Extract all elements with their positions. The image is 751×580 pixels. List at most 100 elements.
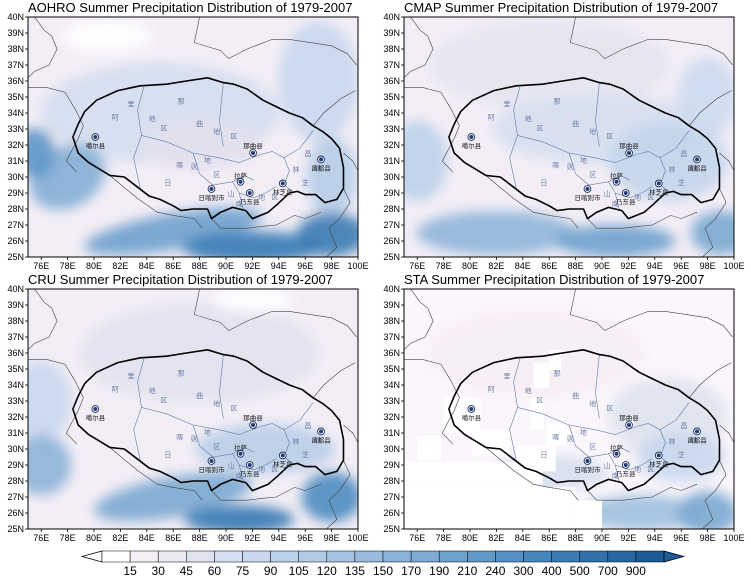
city-label: 拉萨 <box>610 171 624 180</box>
latitude-tick-label: 36N <box>7 348 24 358</box>
region-label-char: 阿 <box>112 112 119 121</box>
region-label-char: 山 <box>228 461 235 470</box>
region-label-char: 林 <box>292 165 299 174</box>
latitude-tick-label: 29N <box>383 460 400 470</box>
region-label-char: 地 <box>149 114 156 123</box>
region-label-char: 区 <box>647 465 654 473</box>
city-label: 日喀则市 <box>574 465 601 474</box>
longitude-tick-label: 82E <box>488 261 504 271</box>
latitude-tick-label: 36N <box>383 348 400 358</box>
latitude-tick-label: 38N <box>7 316 24 326</box>
city-marker <box>236 177 245 186</box>
latitude-tick-label: 40N <box>7 284 24 294</box>
city-label: 林芝县 <box>649 187 669 196</box>
latitude-tick-label: 33N <box>383 124 400 134</box>
colorbar-swatch <box>635 550 665 563</box>
region-label-char: 山 <box>604 189 611 198</box>
latitude-tick-label: 34N <box>383 108 400 118</box>
region-label-char: 阿 <box>488 384 495 393</box>
colorbar-label: 60 <box>208 564 222 578</box>
latitude-tick-label: 31N <box>7 156 24 166</box>
city-label: 日喀则市 <box>198 465 225 474</box>
latitude-tick-label: 37N <box>7 60 24 70</box>
region-label-char: 芝 <box>678 450 685 459</box>
panel-title: STA Summer Precipitation Distribution of… <box>404 272 705 287</box>
map-figure: 阿里地区那曲地区日喀 则地区山南地 区林芝昌都噶尔县 那曲县昌都县拉萨林芝县日喀则市乃… <box>7 12 368 271</box>
latitude-tick-label: 29N <box>7 188 24 198</box>
colorbar-swatch <box>157 550 187 563</box>
region-label-char: 区 <box>213 443 220 451</box>
region-label-char: 林 <box>668 165 675 174</box>
region-label-char: 则 <box>191 435 198 443</box>
colorbar-label: 15 <box>123 564 137 578</box>
colorbar-label: 700 <box>598 564 618 578</box>
region-label-char: 里 <box>127 373 134 381</box>
region-label-char: 地 <box>149 386 156 395</box>
longitude-tick-label: 96E <box>297 261 313 271</box>
panel-title: CMAP Summer Precipitation Distribution o… <box>404 0 719 15</box>
colorbar-label: 150 <box>373 564 393 578</box>
region-label-char: 曲 <box>196 391 203 400</box>
longitude-tick-label: 98E <box>700 533 716 543</box>
latitude-tick-label: 38N <box>7 44 24 54</box>
region-label-char: 区 <box>160 125 167 133</box>
longitude-tick-label: 92E <box>244 261 260 271</box>
colorbar-swatch <box>410 550 440 563</box>
colorbar-label: 30 <box>152 564 166 578</box>
latitude-tick-label: 38N <box>383 316 400 326</box>
latitude-tick-label: 29N <box>383 188 400 198</box>
city-marker <box>249 149 257 157</box>
region-label-char: 都 <box>690 165 697 173</box>
region-label-char: 那 <box>178 97 185 105</box>
city-marker <box>207 457 216 465</box>
latitude-tick-label: 25N <box>7 252 24 262</box>
map-panel-cmap: CMAP Summer Precipitation Distribution o… <box>376 0 751 290</box>
region-label-char: 里 <box>127 101 134 109</box>
latitude-tick-label: 26N <box>7 508 24 518</box>
region-label-char: 日 <box>540 179 547 187</box>
colorbar-swatch <box>129 550 159 563</box>
longitude-tick-label: 90E <box>218 533 234 543</box>
region-label-char: 区 <box>606 405 613 413</box>
region-label-char: 地 <box>580 156 587 165</box>
city-label: 拉萨 <box>610 443 624 452</box>
region-label-char: 区 <box>160 397 167 405</box>
colorbar-label: 45 <box>180 564 194 578</box>
region-label-char: 那 <box>178 369 185 377</box>
region-label-char: 地 <box>258 464 265 473</box>
latitude-tick-label: 26N <box>383 508 400 518</box>
region-label-char: 南 <box>612 471 619 480</box>
panel-title: CRU Summer Precipitation Distribution of… <box>28 272 333 287</box>
latitude-tick-label: 28N <box>383 476 400 486</box>
latitude-tick-label: 35N <box>7 92 24 102</box>
colorbar-label: 900 <box>626 564 646 578</box>
colorbar-swatch <box>523 550 552 563</box>
region-label-char: 区 <box>213 171 220 179</box>
colorbar-swatch <box>242 550 271 563</box>
longitude-tick-label: 88E <box>568 533 584 543</box>
region-label-char: 区 <box>536 397 543 405</box>
region-label-char: 日 <box>540 451 547 459</box>
city-label: 林芝县 <box>273 459 293 468</box>
latitude-tick-label: 38N <box>383 44 400 54</box>
latitude-tick-label: 29N <box>7 460 24 470</box>
region-label-char: 喀 <box>176 160 183 169</box>
city-label: 拉萨 <box>234 171 248 180</box>
latitude-tick-label: 28N <box>7 476 24 486</box>
region-label-char: 昌 <box>304 150 311 158</box>
region-label-char: 区 <box>647 193 654 201</box>
region-label-char: 昌 <box>680 150 687 158</box>
region-label-char: 区 <box>589 171 596 179</box>
longitude-tick-label: 82E <box>112 261 128 271</box>
region-label-char: 地 <box>580 428 587 437</box>
city-label: 那曲县 <box>243 413 263 422</box>
latitude-tick-label: 40N <box>383 12 400 22</box>
map-figure: 阿里地区那曲地区日喀 则地区山南地 区林芝昌都噶尔县 那曲县昌都县拉萨林芝县日喀则市乃… <box>7 284 368 543</box>
longitude-tick-label: 84E <box>139 261 155 271</box>
city-marker <box>278 179 287 188</box>
region-label-char: 喀 <box>552 432 559 441</box>
city-label: 那曲县 <box>619 141 639 150</box>
latitude-tick-label: 25N <box>383 524 400 534</box>
region-label-char: 那 <box>554 97 561 105</box>
region-label-char: 阿 <box>488 112 495 121</box>
